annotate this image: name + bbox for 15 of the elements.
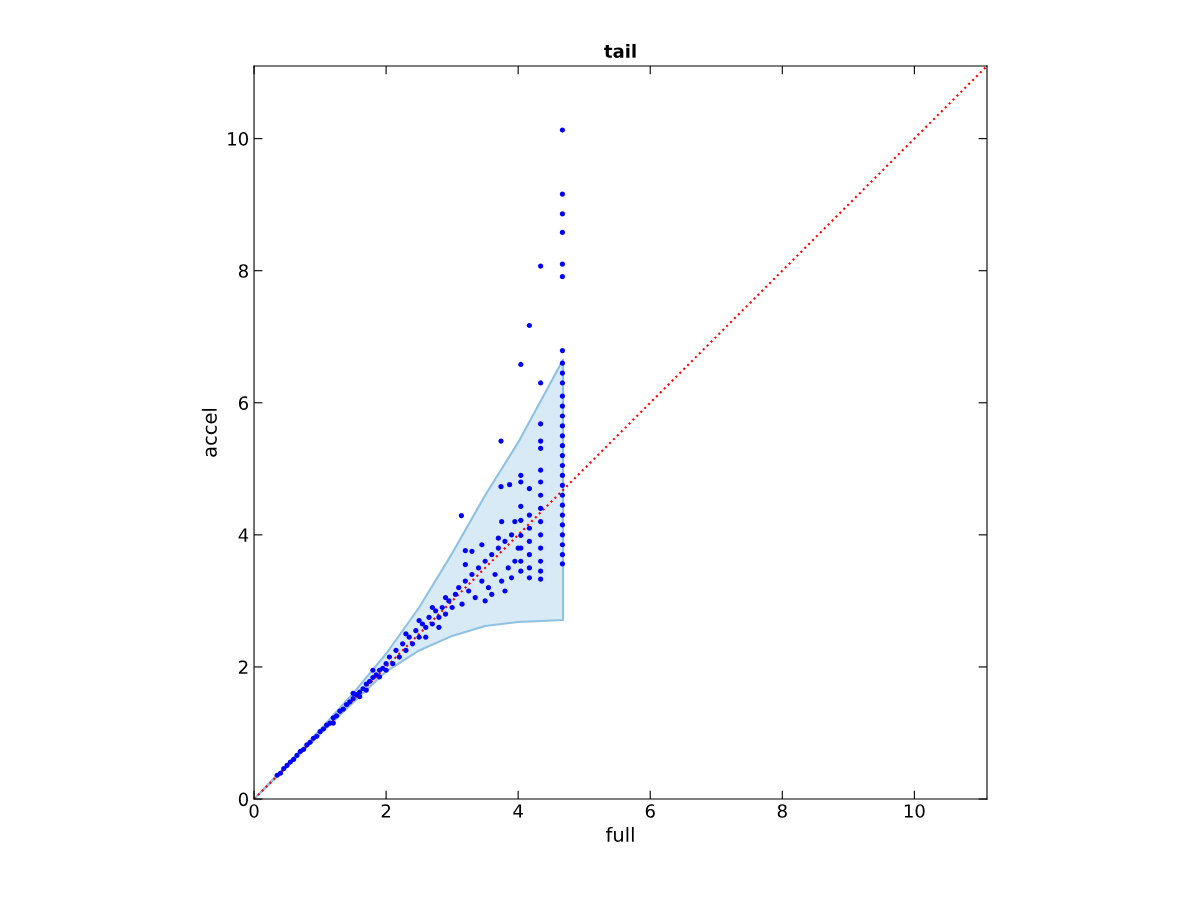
y-tick-label: 0 xyxy=(238,792,248,807)
y-tick-label: 10 xyxy=(228,132,248,146)
x-tick-label: 8 xyxy=(777,804,787,818)
x-tick-label: 6 xyxy=(645,804,655,818)
x-axis-title: full xyxy=(605,826,634,842)
x-tick-label: 0 xyxy=(249,804,259,818)
x-tick-label: 4 xyxy=(513,804,523,818)
chart-title: tail xyxy=(604,43,636,58)
y-tick-label: 2 xyxy=(239,660,248,674)
x-tick-label: 10 xyxy=(904,804,925,818)
x-tick-label: 2 xyxy=(381,804,391,818)
y-tick-label: 8 xyxy=(238,264,248,278)
y-tick-label: 6 xyxy=(238,396,249,410)
y-axis-title: accel xyxy=(201,408,217,457)
y-tick-label: 4 xyxy=(238,528,249,542)
